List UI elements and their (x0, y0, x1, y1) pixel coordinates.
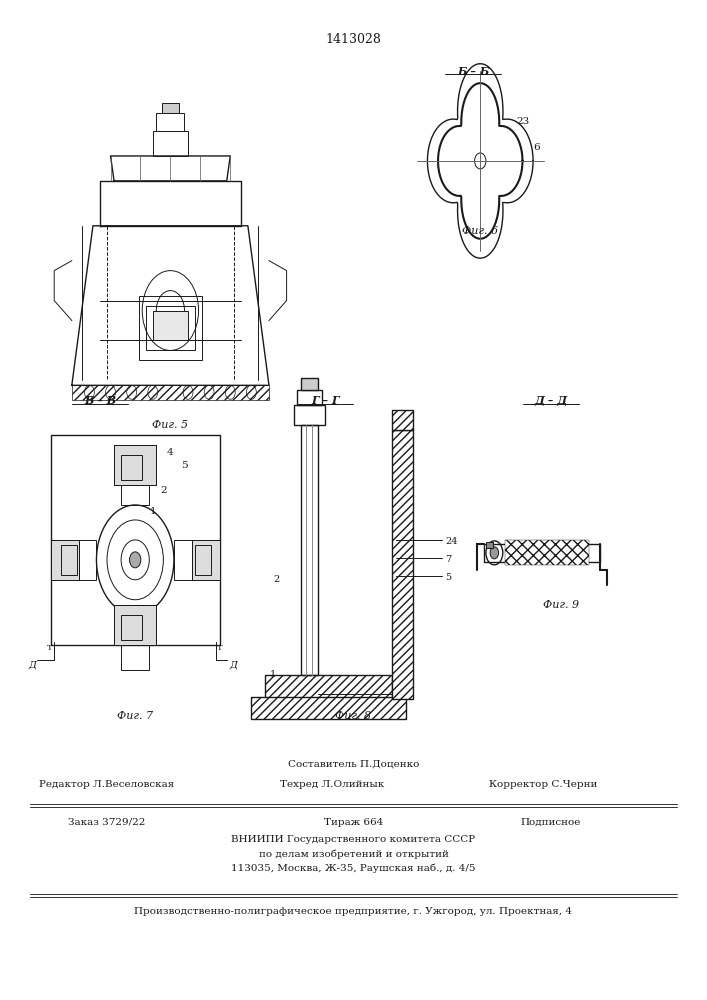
Bar (72, 385, 269, 400)
Bar (114, 445, 156, 485)
Bar (146, 306, 195, 350)
Bar (392, 430, 414, 699)
Bar (265, 675, 392, 699)
Text: Т: Т (47, 644, 52, 652)
Text: 7: 7 (445, 555, 451, 564)
Text: ВНИИПИ Государственного комитета СССР: ВНИИПИ Государственного комитета СССР (231, 835, 476, 844)
Bar (153, 311, 188, 340)
Bar (156, 113, 185, 131)
Bar (153, 131, 188, 156)
Bar (293, 405, 325, 425)
Text: 5: 5 (181, 461, 188, 470)
Bar (192, 540, 220, 580)
Text: Корректор С.Черни: Корректор С.Черни (489, 780, 598, 789)
Text: Фиг. 7: Фиг. 7 (117, 711, 153, 721)
Bar (195, 545, 211, 575)
Text: 1: 1 (149, 507, 156, 516)
Text: 1413028: 1413028 (325, 33, 382, 46)
Text: Составитель П.Доценко: Составитель П.Доценко (288, 760, 419, 769)
Text: Производственно-полиграфическое предприятие, г. Ужгород, ул. Проектная, 4: Производственно-полиграфическое предприя… (134, 907, 573, 916)
Bar (392, 410, 414, 430)
Text: Б – Б: Б – Б (457, 66, 489, 77)
Bar (392, 410, 414, 430)
Text: 4: 4 (167, 448, 174, 457)
Text: Т: Т (217, 644, 223, 652)
Bar (484, 544, 600, 562)
Text: Тираж 664: Тираж 664 (324, 818, 383, 827)
Text: Г – Г: Г – Г (311, 395, 339, 406)
Circle shape (129, 552, 141, 568)
Bar (58, 540, 96, 580)
Text: 113035, Москва, Ж-35, Раушская наб., д. 4/5: 113035, Москва, Ж-35, Раушская наб., д. … (231, 863, 476, 873)
Bar (62, 545, 77, 575)
Text: 23: 23 (516, 117, 529, 126)
Bar (51, 540, 79, 580)
Bar (486, 542, 493, 548)
Text: Д: Д (28, 660, 36, 669)
Bar (265, 675, 392, 699)
Bar (51, 540, 79, 580)
Bar (300, 378, 318, 390)
Text: Д – Д: Д – Д (534, 395, 567, 406)
Text: Фиг. 5: Фиг. 5 (152, 420, 189, 430)
Bar (174, 540, 213, 580)
Bar (252, 697, 407, 719)
Bar (121, 615, 142, 640)
Bar (114, 605, 156, 645)
Bar (252, 697, 407, 719)
Text: Редактор Л.Веселовская: Редактор Л.Веселовская (40, 780, 175, 789)
Text: Техред Л.Олийнык: Техред Л.Олийнык (280, 780, 385, 789)
Bar (121, 450, 149, 505)
Text: Д: Д (230, 660, 238, 669)
Circle shape (490, 547, 498, 559)
Text: Заказ 3729/22: Заказ 3729/22 (69, 818, 146, 827)
Bar (121, 615, 149, 670)
Bar (392, 430, 414, 699)
Bar (297, 390, 322, 405)
Bar (300, 425, 318, 675)
Text: Подписное: Подписное (520, 818, 581, 827)
Bar (139, 296, 202, 360)
Text: Фиг. 8: Фиг. 8 (335, 711, 372, 721)
Bar (192, 540, 220, 580)
Bar (114, 445, 156, 485)
Bar (114, 605, 156, 645)
Bar (162, 103, 179, 113)
Text: 6: 6 (533, 143, 540, 152)
Text: 2: 2 (274, 575, 279, 584)
Bar (51, 435, 220, 645)
Text: 2: 2 (160, 486, 167, 495)
Text: Фиг. 9: Фиг. 9 (543, 600, 579, 610)
Text: 24: 24 (445, 537, 457, 546)
Text: 1: 1 (270, 670, 276, 679)
Text: Фиг. 6: Фиг. 6 (462, 226, 498, 236)
Bar (505, 540, 590, 565)
Text: 5: 5 (445, 573, 451, 582)
Text: по делам изобретений и открытий: по делам изобретений и открытий (259, 849, 448, 859)
Bar (121, 455, 142, 480)
Text: В – В: В – В (84, 395, 116, 406)
